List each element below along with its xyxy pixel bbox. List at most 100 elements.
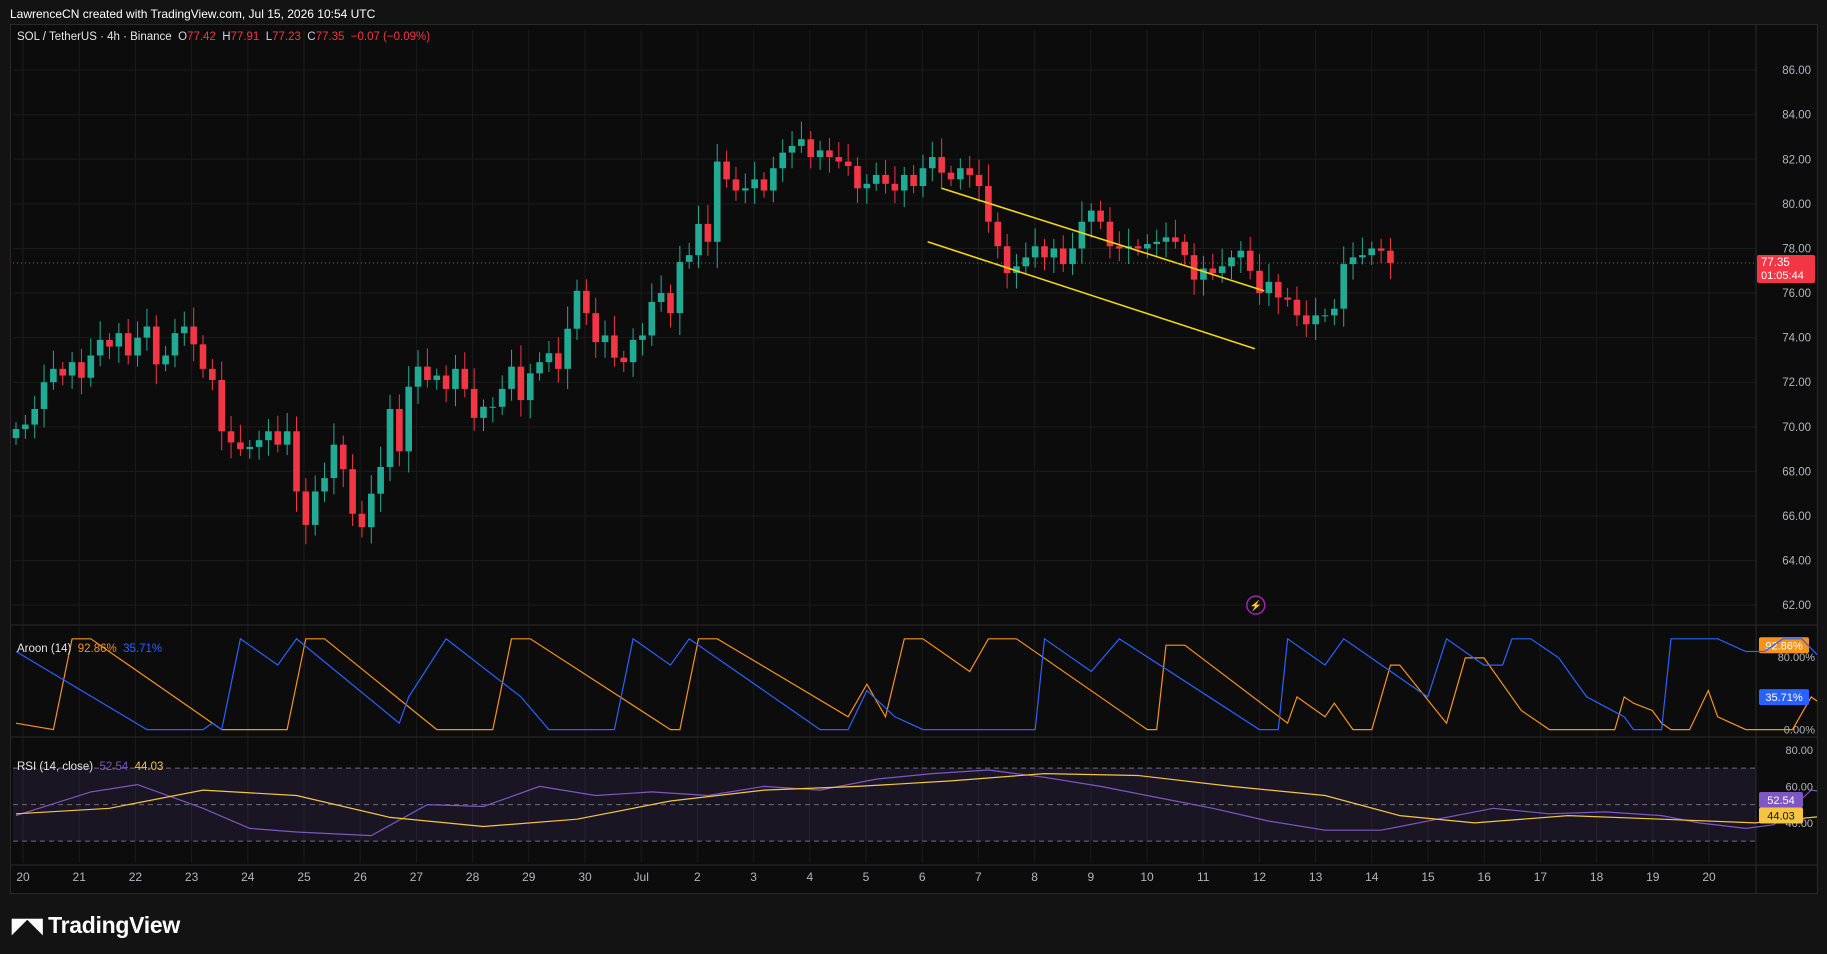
candle-up[interactable]: [498, 388, 506, 407]
candle-up[interactable]: [68, 362, 76, 376]
candle-up[interactable]: [1013, 266, 1020, 273]
trendline-channel[interactable]: [941, 187, 1265, 292]
candle-up[interactable]: [957, 168, 964, 180]
candle-down[interactable]: [470, 388, 478, 418]
candle-down[interactable]: [611, 335, 618, 358]
rsi-ma-line[interactable]: [15, 772, 1817, 828]
candle-up[interactable]: [545, 353, 553, 363]
chart-area[interactable]: 20 21 22 23 24 25 26 27 28 29 30 Jul 2 3 4 5 6 7 8 9 10 11 12 1…: [10, 24, 1818, 894]
candle-up[interactable]: [283, 431, 291, 445]
trendline-channel[interactable]: [927, 241, 1256, 350]
candle-down[interactable]: [396, 408, 403, 452]
candle-down[interactable]: [732, 179, 740, 191]
candle-up[interactable]: [751, 179, 758, 189]
candle-down[interactable]: [1134, 246, 1142, 249]
candle-up[interactable]: [433, 375, 441, 381]
candle-up[interactable]: [1331, 308, 1338, 316]
candle-up[interactable]: [526, 373, 534, 401]
chart-svg[interactable]: 20 21 22 23 24 25 26 27 28 29 30 Jul 2 3 4 5 6 7 8 9 10 11 12 1…: [11, 25, 1817, 893]
candle-down[interactable]: [349, 469, 356, 514]
candle-up[interactable]: [31, 408, 38, 425]
candle-up[interactable]: [1031, 246, 1039, 258]
candle-up[interactable]: [1022, 257, 1030, 267]
candle-down[interactable]: [583, 290, 590, 314]
candle-up[interactable]: [657, 293, 665, 302]
candle-up[interactable]: [489, 406, 497, 408]
candle-up[interactable]: [1321, 315, 1329, 317]
candle-down[interactable]: [1106, 221, 1114, 247]
candle-up[interactable]: [1200, 268, 1207, 280]
candle-down[interactable]: [891, 183, 899, 191]
candle-up[interactable]: [162, 355, 169, 365]
candle-up[interactable]: [900, 174, 908, 191]
candle-up[interactable]: [1153, 241, 1160, 245]
candle-down[interactable]: [209, 368, 216, 381]
candle-down[interactable]: [1041, 246, 1048, 258]
candle-down[interactable]: [517, 366, 525, 401]
candle-up[interactable]: [1144, 244, 1151, 249]
candle-up[interactable]: [1237, 250, 1245, 258]
candle-up[interactable]: [480, 406, 487, 418]
candle-down[interactable]: [938, 157, 945, 173]
candle-down[interactable]: [78, 362, 85, 378]
candle-down[interactable]: [1256, 270, 1263, 294]
rsi-line[interactable]: [15, 769, 1817, 837]
candle-up[interactable]: [508, 366, 515, 389]
candle-up[interactable]: [1349, 257, 1357, 265]
candle-down[interactable]: [302, 491, 310, 525]
candle-down[interactable]: [947, 172, 955, 180]
candle-down[interactable]: [1274, 281, 1282, 298]
candle-down[interactable]: [152, 326, 160, 365]
candle-up[interactable]: [452, 368, 459, 389]
aroon-up-line[interactable]: [15, 638, 1817, 731]
candle-up[interactable]: [648, 301, 656, 336]
candle-up[interactable]: [1312, 315, 1319, 325]
candle-down[interactable]: [966, 168, 973, 175]
tradingview-logo[interactable]: ◤◥ TradingView: [12, 912, 180, 939]
candle-up[interactable]: [368, 493, 375, 528]
candle-up[interactable]: [115, 333, 123, 347]
candle-up[interactable]: [629, 339, 637, 363]
candle-up[interactable]: [863, 183, 871, 189]
candle-up[interactable]: [377, 466, 384, 494]
candle-down[interactable]: [835, 157, 843, 162]
candle-down[interactable]: [994, 221, 1002, 247]
candle-down[interactable]: [667, 293, 674, 314]
candle-down[interactable]: [237, 442, 244, 450]
candle-down[interactable]: [1377, 248, 1385, 251]
candle-down[interactable]: [190, 326, 197, 345]
candle-down[interactable]: [1284, 297, 1291, 300]
candle-up[interactable]: [50, 368, 57, 383]
candle-down[interactable]: [442, 375, 450, 389]
candle-up[interactable]: [1340, 264, 1347, 309]
candle-down[interactable]: [760, 179, 768, 191]
candle-down[interactable]: [592, 313, 599, 343]
candle-up[interactable]: [816, 150, 824, 158]
candle-up[interactable]: [311, 491, 319, 525]
candle-up[interactable]: [770, 168, 777, 191]
candle-up[interactable]: [246, 446, 254, 450]
candle-down[interactable]: [218, 380, 225, 432]
candle-down[interactable]: [1003, 246, 1011, 273]
candle-up[interactable]: [96, 339, 104, 356]
candle-up[interactable]: [1228, 257, 1235, 267]
candle-down[interactable]: [1059, 248, 1067, 265]
candle-up[interactable]: [22, 424, 29, 430]
candle-up[interactable]: [919, 168, 927, 187]
candle-up[interactable]: [87, 355, 95, 378]
candle-up[interactable]: [1087, 210, 1095, 222]
candle-up[interactable]: [143, 326, 151, 338]
candle-up[interactable]: [929, 157, 936, 169]
candle-up[interactable]: [872, 174, 880, 184]
candle-down[interactable]: [1181, 241, 1189, 256]
candle-down[interactable]: [807, 139, 815, 158]
candle-up[interactable]: [1359, 255, 1366, 258]
candle-up[interactable]: [601, 335, 609, 343]
candle-up[interactable]: [788, 145, 796, 153]
candle-up[interactable]: [779, 152, 786, 169]
candle-down[interactable]: [274, 431, 282, 445]
candle-down[interactable]: [1303, 315, 1310, 325]
candle-up[interactable]: [742, 188, 749, 191]
symbol-label[interactable]: SOL / TetherUS · 4h · Binance: [17, 31, 172, 43]
candle-down[interactable]: [339, 444, 347, 470]
